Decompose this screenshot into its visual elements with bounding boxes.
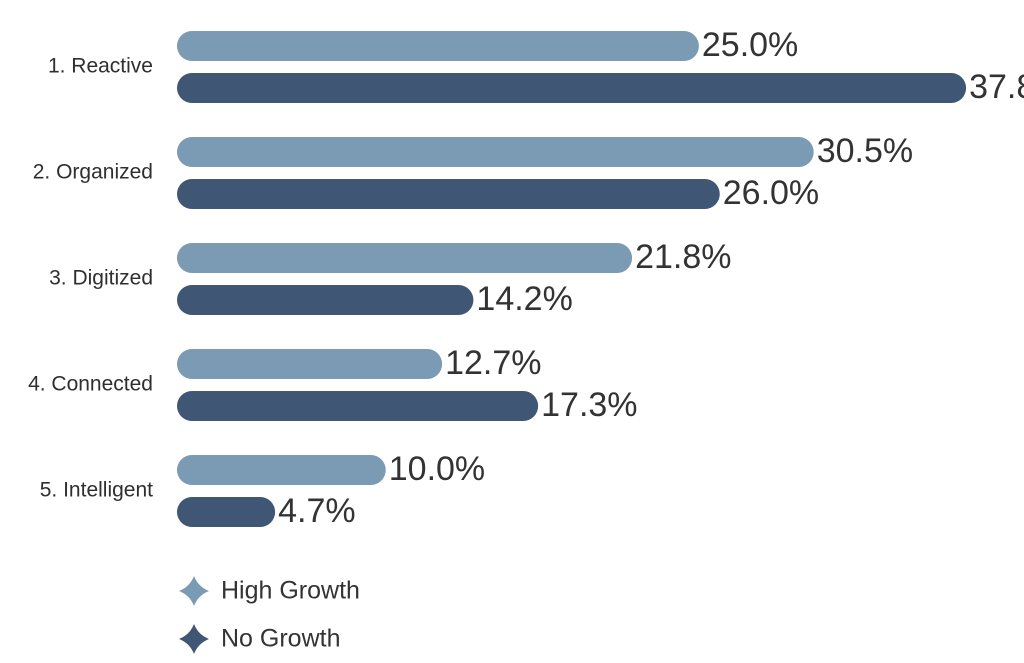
legend: High Growth No Growth [179,576,360,654]
bar-high-growth-2-organized [177,137,814,167]
bar-high-growth-5-intelligent [177,455,386,485]
value-labels: 25.0% 37.8% 30.5% 26.0% 21.8% 14.2% 12.7%17.3%… [278,26,1024,530]
category-label-2-organized: 2. Organized [33,161,153,184]
value-label-high-growth-3-digitized: 21.8% [635,238,731,276]
value-label-no-growth-2-organized: 26.0% [723,174,819,212]
category-label-5-intelligent: 5. Intelligent [40,479,153,502]
legend-star-icon-no-growth [179,624,209,654]
bar-no-growth-5-intelligent [177,497,276,527]
value-label-no-growth-1-reactive: 37.8% [969,68,1024,106]
legend-star-icon-high-growth [179,576,209,606]
bars [177,31,967,527]
value-label-no-growth-3-digitized: 14.2% [476,280,572,318]
legend-label-high-growth: High Growth [221,577,360,605]
category-label-3-digitized: 3. Digitized [49,267,153,290]
bar-high-growth-4-connected [177,349,443,379]
value-label-high-growth-2-organized: 30.5% [817,132,913,170]
bar-no-growth-4-connected [177,391,539,421]
bar-no-growth-1-reactive [177,73,967,103]
bar-no-growth-3-digitized [177,285,474,315]
bar-high-growth-3-digitized [177,243,633,273]
value-label-no-growth-4-connected: 17.3% [541,386,637,424]
value-label-high-growth-4-connected: 12.7% [445,344,541,382]
value-label-high-growth-1-reactive: 25.0% [702,26,798,64]
legend-label-no-growth: No Growth [221,625,340,653]
category-label-4-connected: 4. Connected [28,373,153,396]
value-label-high-growth-5-intelligent: 10.0% [389,450,485,488]
value-label-no-growth-5-intelligent: 4.7% [278,492,356,530]
category-label-1-reactive: 1. Reactive [48,55,153,78]
category-labels: 1. Reactive 2. Organized 3. Digitized 4. Co… [28,55,153,502]
bar-high-growth-1-reactive [177,31,699,61]
bar-no-growth-2-organized [177,179,720,209]
